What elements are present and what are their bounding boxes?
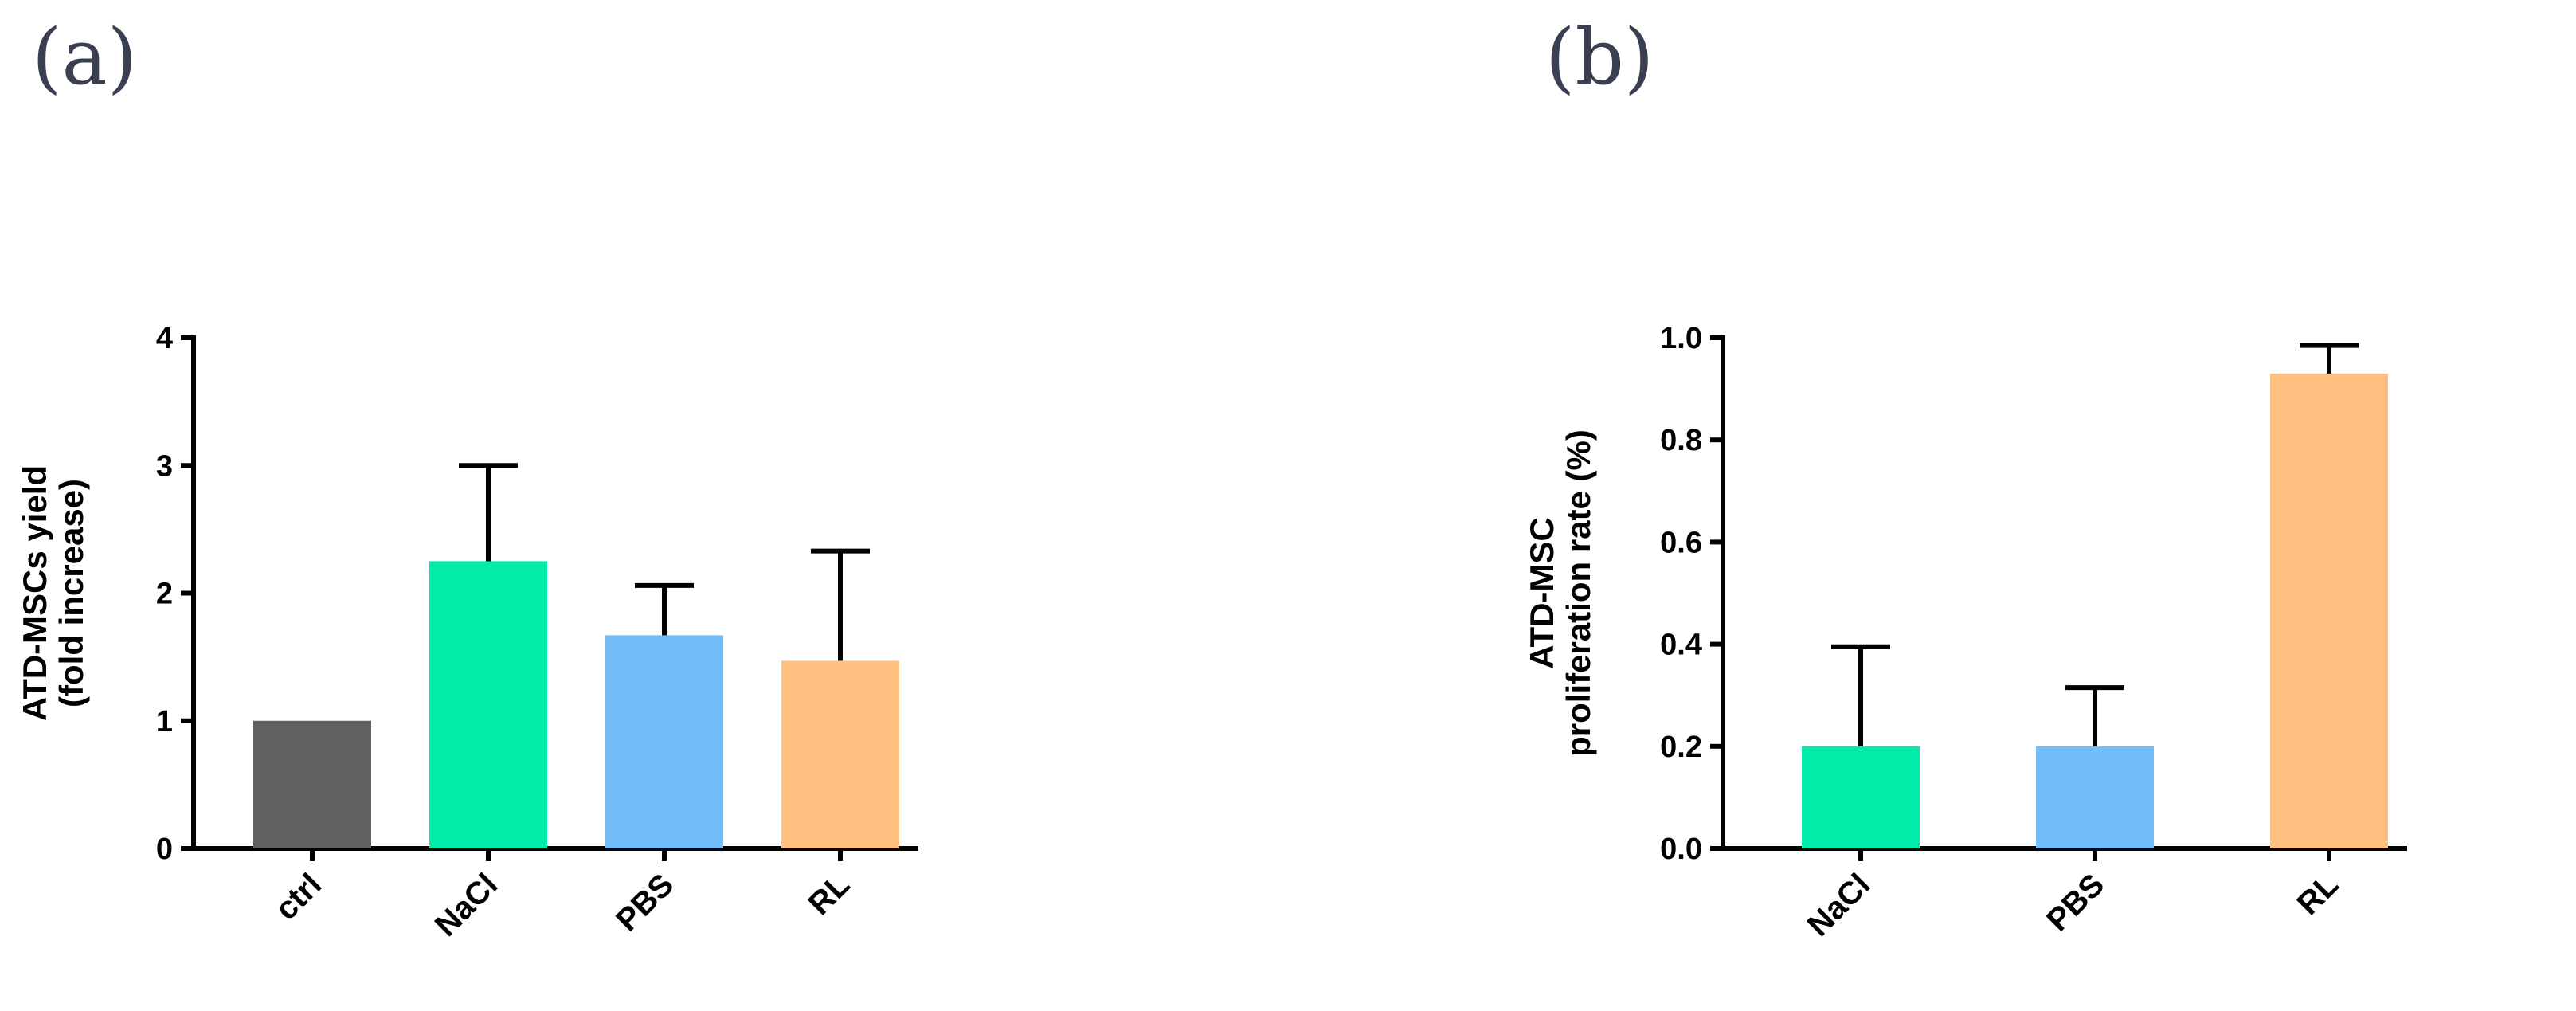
x-tick-label-ctrl: ctrl bbox=[268, 867, 328, 927]
y-axis-title-line-2: proliferation rate (%) bbox=[1560, 429, 1597, 757]
x-tick-label-nacl: NaCl bbox=[1801, 867, 1877, 943]
y-tick-label: 0.0 bbox=[1660, 833, 1702, 866]
y-tick-label: 0.6 bbox=[1660, 526, 1702, 559]
y-tick-label: 0 bbox=[156, 833, 173, 866]
bar-nacl bbox=[429, 561, 547, 848]
x-tick-label-pbs: PBS bbox=[2040, 867, 2111, 938]
chart-b: 0.0 0.2 0.4 0.6 0.8 1.0 NaCl PBS RL ATD-MSC prolif… bbox=[1523, 322, 2407, 943]
y-tick-label: 3 bbox=[156, 449, 173, 483]
y-axis-title-line-1: ATD-MSCs yield bbox=[16, 465, 53, 721]
bar-nacl bbox=[1802, 746, 1920, 848]
chart-a: 0 1 2 3 4 ctrl NaCl PBS RL ATD-MSCs yield (fold in… bbox=[16, 322, 918, 943]
y-axis-title-line-1: ATD-MSC bbox=[1523, 517, 1560, 669]
y-tick-label: 4 bbox=[156, 322, 173, 355]
y-tick-label: 1.0 bbox=[1660, 322, 1702, 355]
x-tick-label-nacl: NaCl bbox=[429, 867, 505, 943]
x-tick-label-rl: RL bbox=[802, 867, 857, 922]
x-tick-label-rl: RL bbox=[2291, 867, 2346, 922]
y-tick-label: 0.8 bbox=[1660, 424, 1702, 457]
y-tick-label: 1 bbox=[156, 705, 173, 739]
panel-label-a: (a) bbox=[32, 13, 137, 102]
y-tick-label: 0.2 bbox=[1660, 731, 1702, 764]
bar-rl bbox=[2270, 373, 2388, 848]
bar-ctrl bbox=[253, 720, 371, 848]
y-tick-label: 2 bbox=[156, 578, 173, 611]
panel-label-b: (b) bbox=[1545, 13, 1654, 102]
bar-rl bbox=[781, 660, 899, 848]
bar-pbs bbox=[2036, 746, 2154, 848]
y-axis-title-line-2: (fold increase) bbox=[53, 479, 90, 707]
bar-pbs bbox=[605, 635, 723, 848]
x-tick-label-pbs: PBS bbox=[609, 867, 680, 938]
y-tick-label: 0.4 bbox=[1660, 629, 1702, 662]
